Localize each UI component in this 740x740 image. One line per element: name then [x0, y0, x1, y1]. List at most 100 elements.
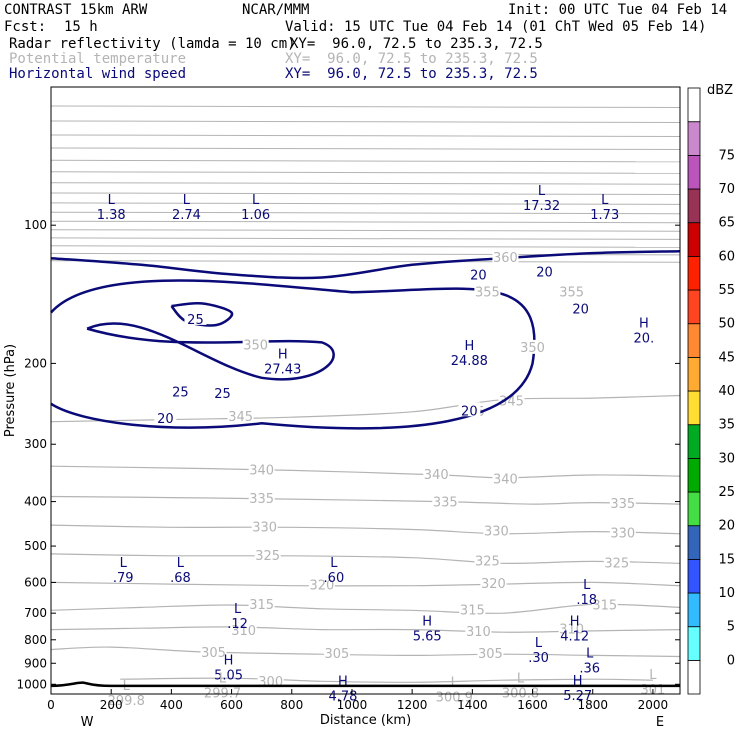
extremum-value: .79: [113, 571, 134, 586]
extremum-marker: L: [517, 671, 525, 686]
theta-label-bg: [603, 555, 630, 570]
x-tick-label: 1200: [397, 698, 428, 712]
colorbar-swatch: [687, 255, 701, 291]
field-wind-name: Horizontal wind speed: [9, 66, 187, 82]
x-tick-label: 0: [47, 698, 55, 712]
extremum-value: 5.05: [214, 668, 243, 683]
theta-contour-335: [50, 495, 681, 505]
extremum-marker: L: [177, 556, 185, 571]
theta-label-bg: [257, 673, 284, 688]
fcst-label: Fcst:: [4, 19, 47, 35]
stratosphere-contour-line: [50, 211, 681, 215]
x-tick-label: 200: [100, 698, 123, 712]
extremum-marker: L: [586, 647, 594, 662]
theta-extra-label-bg: [242, 337, 269, 352]
terrain-line: [50, 681, 680, 688]
theta-label-bg: [609, 496, 636, 511]
colorbar-swatch: [687, 424, 701, 459]
theta-label-bg: [492, 471, 519, 486]
wind-extra-label: 25: [172, 385, 189, 400]
extremum-marker: L: [451, 675, 459, 690]
theta-extra-label: 360: [493, 251, 518, 266]
wind-label-25: 25: [187, 313, 204, 328]
colorbar-swatch: [687, 457, 701, 493]
init-time: Init: 00 UTC Tue 04 Feb 14: [508, 2, 728, 18]
theta-label-bg: [254, 547, 281, 562]
colorbar-title: dBZ: [707, 83, 733, 98]
wind-contour-25-closed: [86, 322, 335, 381]
extremum-value: 20.: [634, 331, 655, 346]
extremum-value: 27.43: [264, 362, 301, 377]
fcst-value: 15 h: [64, 19, 98, 35]
y-tick-label: 600: [24, 575, 47, 589]
extremum-marker: L: [601, 193, 609, 208]
west-label: W: [81, 715, 94, 730]
wind-extra-label-bg: [569, 300, 592, 315]
extremum-value: 5.65: [413, 630, 442, 645]
theta-label-bg: [248, 462, 275, 477]
extremum-marker: H: [338, 674, 348, 689]
extremum-value: .18: [576, 593, 597, 608]
x-tick-label: 400: [160, 698, 183, 712]
x-tick-label: 1600: [517, 698, 548, 712]
colorbar-swatch: [687, 558, 701, 594]
theta-contour-320: [50, 581, 681, 587]
colorbar-label: 0: [727, 653, 735, 668]
x-tick-label: 1800: [577, 698, 608, 712]
theta-label-330: 330: [484, 525, 509, 540]
colorbar-swatch: [687, 222, 701, 257]
colorbar-label: 15: [718, 552, 735, 567]
colorbar-label: 20: [718, 519, 735, 534]
extremum-marker: L: [120, 556, 128, 571]
theta-label-325: 325: [475, 554, 500, 569]
colorbar-label: 75: [718, 148, 735, 163]
stratosphere-contour-line: [50, 120, 681, 123]
theta-extra-label: 355: [475, 285, 500, 300]
colorbar-swatch: [687, 626, 701, 661]
colorbar-swatch: [687, 390, 701, 426]
extremum-marker: L: [538, 184, 546, 199]
theta-label-300: 300: [258, 675, 283, 690]
field-radar-name: Radar reflectivity (lamda = 10 cm): [9, 36, 296, 52]
wind-label-20: 20: [470, 268, 487, 283]
extremum-value: 1.06: [241, 208, 270, 223]
extremum-value: 1.73: [590, 208, 619, 223]
wind-label-20: 20: [536, 265, 553, 280]
stratosphere-contour-line: [50, 171, 681, 174]
y-tick-label: 300: [24, 437, 47, 451]
extremum-marker: L: [535, 636, 543, 651]
theta-label-bg: [230, 622, 257, 637]
field-radar-xy: XY= 96.0, 72.5 to 235.3, 72.5: [290, 36, 543, 52]
theta-label-330: 330: [252, 520, 277, 535]
theta-label-335: 335: [249, 492, 274, 507]
wind-extra-label: 20: [572, 303, 589, 318]
colorbar-label: 60: [718, 249, 735, 264]
colorbar-swatch: [687, 659, 701, 695]
colorbar-swatch: [687, 188, 701, 224]
theta-label-315: 315: [460, 603, 485, 618]
extremum-marker: L: [234, 602, 242, 617]
theta-label-305: 305: [478, 647, 503, 662]
colorbar-swatch: [687, 592, 701, 628]
extremum-value: 5.27: [563, 689, 592, 704]
extremum-marker: L: [583, 578, 591, 593]
colorbar-label: 25: [718, 485, 735, 500]
x-tick-label: 1000: [337, 698, 368, 712]
theta-label-bg: [251, 519, 278, 534]
theta-label-bg: [248, 491, 275, 506]
x-tick-label: 600: [220, 698, 243, 712]
theta-label-315: 315: [249, 598, 274, 613]
extremum-marker: L: [219, 671, 227, 686]
theta-label-320: 320: [309, 579, 334, 594]
wind-label-bg: [467, 266, 490, 281]
theta-label-bg: [474, 553, 501, 568]
stratosphere-contour-line: [50, 237, 681, 240]
colorbar-swatch: [687, 289, 701, 325]
theta-label-345: 345: [228, 410, 253, 425]
stratosphere-contour-line: [50, 245, 681, 248]
wind-extra-label-bg: [169, 383, 192, 398]
wind-contour-20: [50, 250, 681, 280]
theta-extra-label-bg: [474, 284, 501, 299]
extremum-marker: L: [330, 556, 338, 571]
